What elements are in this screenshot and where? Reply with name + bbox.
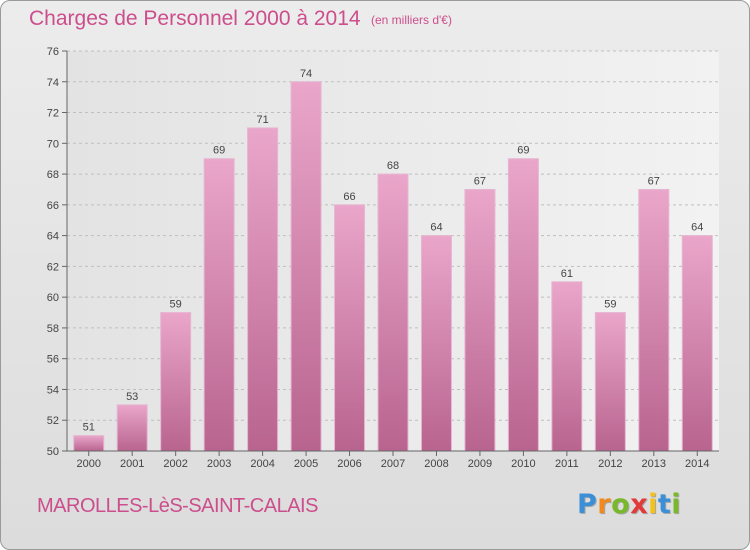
y-tick-label: 66 [47,200,59,212]
data-label: 67 [648,175,660,187]
bar [73,435,105,452]
bar [247,127,279,452]
y-tick-label: 52 [47,415,59,427]
x-tick-label: 2014 [685,458,709,470]
y-tick-label: 70 [47,138,59,150]
data-label: 66 [343,191,355,203]
y-tick-label: 60 [47,292,59,304]
x-tick-label: 2009 [468,458,492,470]
bar [116,404,148,452]
x-tick-label: 2003 [207,458,231,470]
data-label: 71 [256,114,268,126]
logo-letter: x [630,489,649,520]
data-label: 53 [126,391,138,403]
bar [551,281,583,452]
x-tick-label: 2008 [424,458,448,470]
data-label: 64 [430,222,442,234]
y-tick-label: 54 [47,384,59,396]
x-tick-label: 2007 [381,458,405,470]
data-label: 61 [561,268,573,280]
x-tick-label: 2011 [555,458,579,470]
x-tick-label: 2001 [120,458,144,470]
bar [290,81,322,452]
data-label: 67 [474,175,486,187]
logo-letter: o [611,489,631,520]
x-tick-label: 2013 [642,458,666,470]
data-label: 64 [691,222,703,234]
bar [160,312,192,452]
logo-letter: P [577,489,598,520]
proxiti-logo: Proxiti [577,489,681,520]
data-label: 68 [387,160,399,172]
x-tick-label: 2005 [294,458,318,470]
data-label: 59 [604,299,616,311]
bar [681,235,713,452]
data-label: 69 [213,145,225,157]
y-tick-label: 62 [47,261,59,273]
data-label: 69 [517,145,529,157]
logo-letter: i [648,489,658,520]
bar [203,158,235,452]
x-tick-label: 2006 [337,458,361,470]
data-label: 59 [170,299,182,311]
chart-title: Charges de Personnel 2000 à 2014 [29,7,361,30]
data-label: 51 [83,422,95,434]
y-tick-label: 76 [47,46,59,58]
y-tick-label: 58 [47,323,59,335]
logo-letter: i [671,489,682,520]
x-tick-label: 2000 [76,458,100,470]
bar [377,173,409,452]
y-tick-label: 50 [47,446,59,458]
bar [464,188,496,452]
logo-letter: t [657,489,672,520]
logo-letter: r [597,489,612,520]
data-label: 74 [300,68,312,80]
commune-name: MAROLLES-LèS-SAINT-CALAIS [37,495,318,517]
y-tick-label: 72 [47,108,59,120]
x-tick-label: 2010 [511,458,535,470]
x-tick-label: 2004 [250,458,274,470]
x-tick-label: 2002 [163,458,187,470]
bar [638,188,670,452]
y-tick-label: 56 [47,354,59,366]
y-tick-label: 64 [47,231,59,243]
bar [420,235,452,452]
y-tick-label: 74 [47,77,59,89]
bar [507,158,539,452]
y-tick-label: 68 [47,169,59,181]
bar [334,204,366,452]
chart-subtitle: (en milliers d'€) [371,13,452,27]
bar [594,312,626,452]
x-tick-label: 2012 [598,458,622,470]
